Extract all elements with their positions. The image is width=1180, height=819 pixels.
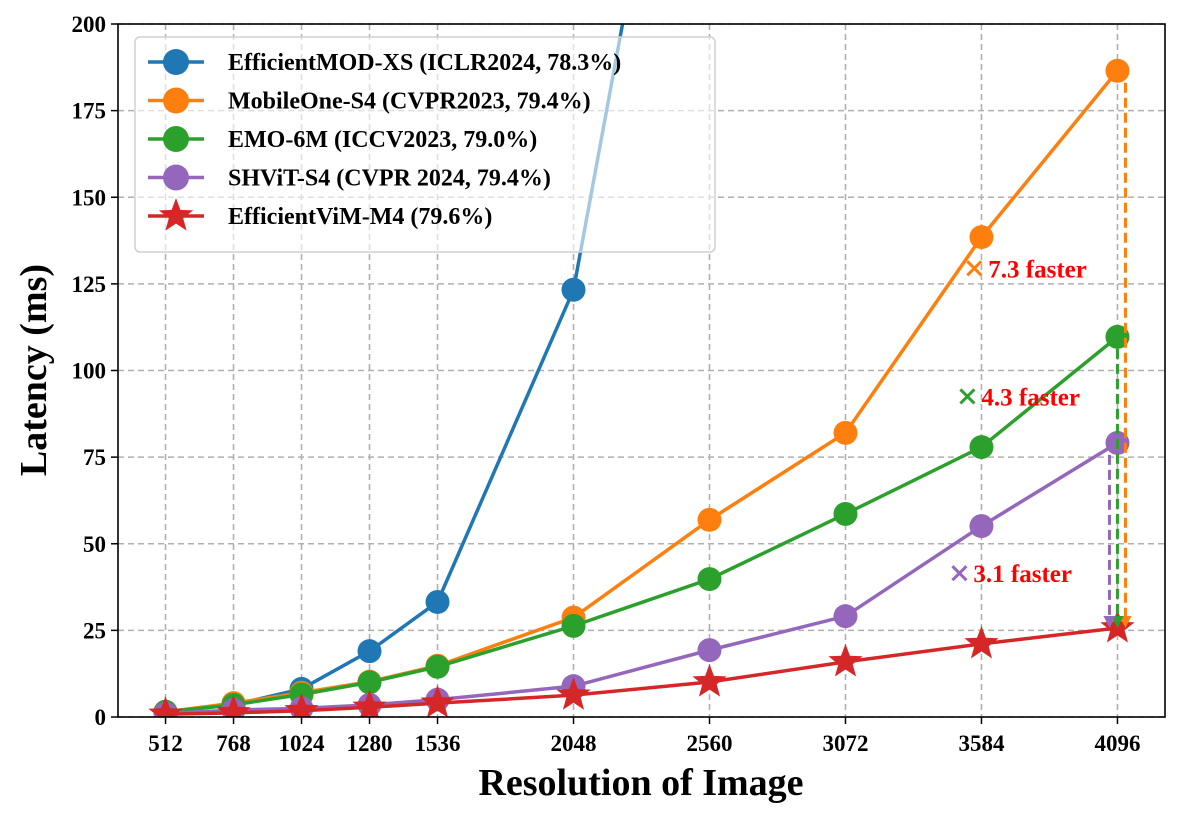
y-tick-label: 125 [72, 272, 107, 297]
legend-label: MobileOne-S4 (CVPR2023, 79.4%) [228, 89, 591, 115]
circle-marker [1105, 324, 1130, 349]
star-marker [284, 692, 319, 717]
x-marker-icon [951, 565, 968, 582]
annotations: 7.3 faster 4.3 faster 3.1 faster [951, 82, 1132, 628]
series-layer [148, 24, 1135, 717]
legend-label: EfficientViM-M4 (79.6%) [228, 204, 492, 230]
x-tick-label: 3072 [822, 731, 868, 756]
arrow-head [1119, 615, 1132, 628]
circle-marker [697, 507, 722, 532]
star-marker [420, 685, 455, 717]
annotation-label: 4.3 faster [981, 384, 1080, 411]
legend-item: EfficientMOD-XS (ICLR2024, 78.3%) [148, 49, 621, 76]
arrow-head [1103, 615, 1116, 628]
series-line [165, 335, 1119, 714]
legend-label: SHViT-S4 (CVPR 2024, 79.4%) [228, 166, 551, 192]
circle-marker [357, 670, 382, 695]
circle-marker [697, 638, 722, 663]
legend-item: EfficientViM-M4 (79.6%) [148, 198, 492, 231]
y-axis-label: Latency (ms) [13, 264, 55, 476]
circle-marker [561, 277, 586, 302]
legend-circle-marker [163, 126, 189, 152]
x-tick-label: 1536 [415, 731, 461, 756]
circle-marker [697, 567, 722, 592]
y-tick-label: 200 [72, 12, 107, 37]
annotation-label: 3.1 faster [973, 561, 1072, 588]
circle-marker [969, 435, 994, 460]
x-tick-label: 768 [216, 731, 251, 756]
x-marker-icon [959, 388, 976, 405]
x-tick-label: 512 [148, 731, 183, 756]
annotation-1: 4.3 faster [959, 348, 1124, 628]
circle-marker [969, 225, 994, 250]
annotation-label: 7.3 faster [988, 256, 1087, 283]
y-tick-label: 25 [83, 618, 106, 643]
y-tick-label: 175 [72, 99, 107, 124]
y-tick-label: 50 [83, 532, 106, 557]
x-tick-label: 1280 [347, 731, 393, 756]
star-marker [352, 689, 387, 717]
ticks: 512 768 1024 1280 1536 2048 2560 3072 3584 4096 0 2… [72, 12, 1141, 756]
circle-marker [425, 589, 450, 614]
series-line [165, 441, 1119, 716]
legend-circle-marker [163, 87, 189, 114]
y-tick-label: 100 [72, 359, 107, 384]
y-tick-label: 75 [83, 445, 106, 470]
star-marker [692, 664, 727, 697]
circle-marker [833, 604, 858, 629]
annotation-0: 7.3 faster [966, 82, 1132, 628]
legend-box [134, 36, 716, 253]
legend-label: EfficientMOD-XS (ICLR2024, 78.3%) [228, 50, 621, 76]
x-tick-label: 2560 [686, 731, 732, 756]
x-tick-label: 3584 [958, 731, 1005, 756]
x-axis-label: Resolution of Image [478, 762, 803, 804]
x-marker-icon [966, 260, 983, 277]
legend-circle-marker [163, 164, 189, 191]
star-marker [828, 643, 863, 677]
x-tick-label: 4096 [1094, 731, 1140, 756]
legend-label: EMO-6M (ICCV2023, 79.0%) [228, 127, 537, 153]
circle-marker [1105, 58, 1130, 83]
star-marker [216, 694, 251, 717]
circle-marker [357, 639, 382, 664]
legend-circle-marker [163, 49, 189, 75]
circle-marker [425, 654, 450, 679]
y-tick-label: 150 [72, 185, 107, 210]
arrow-head [1111, 615, 1124, 628]
legend-item: SHViT-S4 (CVPR 2024, 79.4%) [148, 164, 551, 192]
circle-marker [833, 420, 858, 445]
star-marker [964, 625, 999, 659]
series-line [165, 626, 1118, 716]
star-marker [556, 677, 591, 710]
circle-marker [833, 501, 858, 526]
legend-item: MobileOne-S4 (CVPR2023, 79.4%) [148, 87, 591, 115]
star-marker [148, 696, 183, 717]
legend-item: EMO-6M (ICCV2023, 79.0%) [148, 126, 537, 153]
annotation-2: 3.1 faster [951, 454, 1116, 628]
x-tick-label: 2048 [551, 731, 597, 756]
circle-marker [969, 514, 994, 539]
legend: EfficientMOD-XS (ICLR2024, 78.3%) MobileO… [134, 36, 716, 253]
circle-marker [561, 613, 586, 638]
x-tick-label: 1024 [279, 731, 326, 756]
legend-star-marker [158, 198, 194, 231]
y-tick-label: 0 [95, 705, 107, 730]
